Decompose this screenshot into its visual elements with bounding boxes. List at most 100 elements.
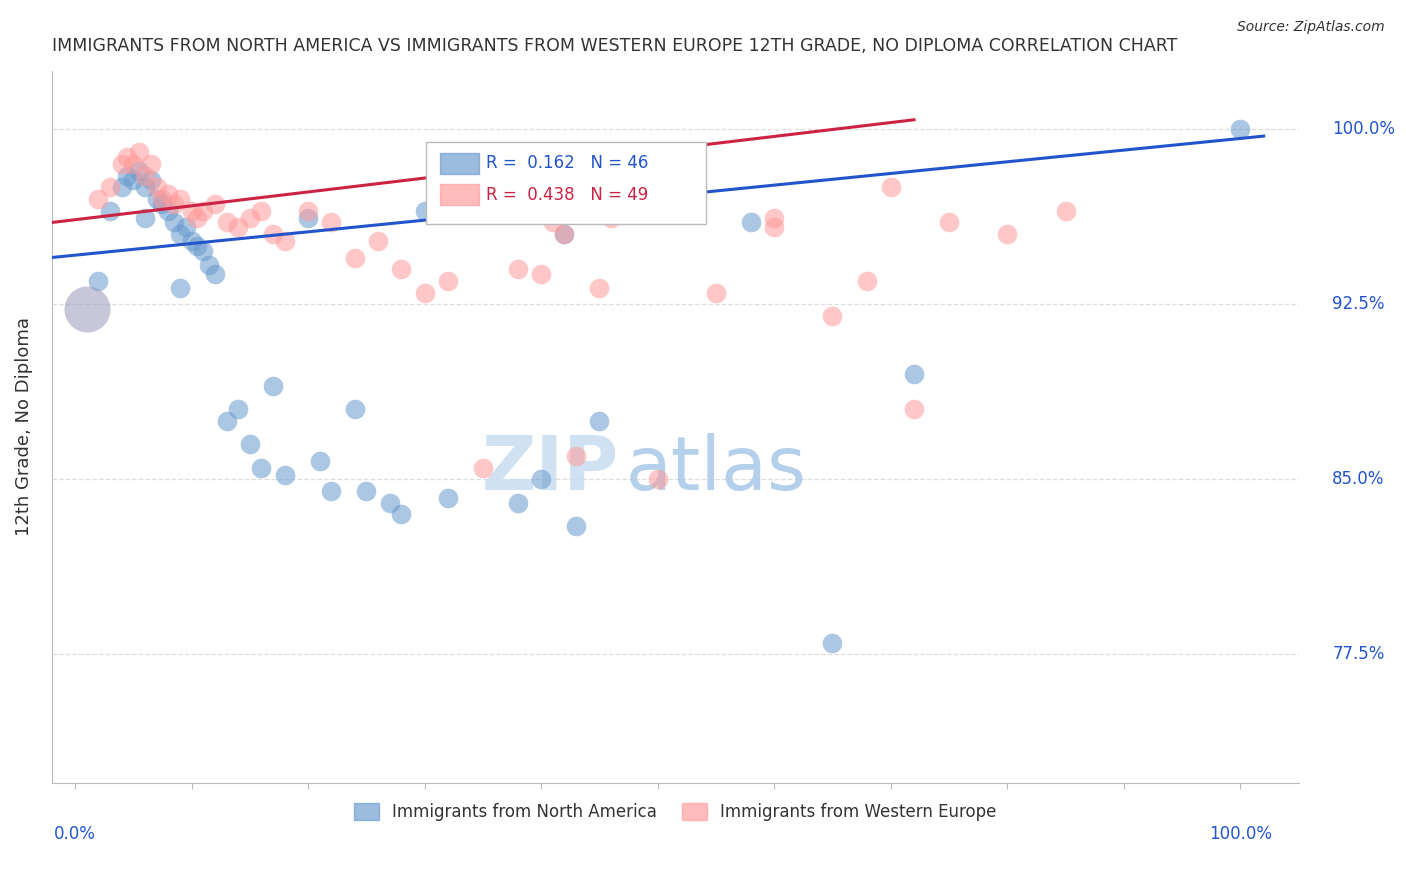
Point [128,145,150,160]
Point [553,227,575,242]
Point [98,180,121,194]
Point [163,196,186,211]
Point [87,274,110,288]
Point [530,267,553,281]
Point [163,215,186,229]
Point [297,211,319,225]
Point [506,262,529,277]
Point [600,211,623,225]
Point [226,220,249,235]
Point [669,203,692,218]
Point [880,180,903,194]
Point [169,227,191,242]
Point [204,196,226,211]
Text: 100.0%: 100.0% [1209,825,1272,843]
Point [343,251,366,265]
Point [198,258,221,272]
Point [226,402,249,417]
Point [541,215,564,229]
Point [856,274,879,288]
Point [506,495,529,509]
Point [903,368,925,382]
Point [111,180,134,194]
Point [308,453,330,467]
Point [437,274,460,288]
Point [297,203,319,218]
Point [343,402,366,417]
Point [262,227,284,242]
Point [122,157,145,171]
Text: IMMIGRANTS FROM NORTH AMERICA VS IMMIGRANTS FROM WESTERN EUROPE 12TH GRADE, NO D: IMMIGRANTS FROM NORTH AMERICA VS IMMIGRA… [52,37,1177,55]
Point [145,192,167,206]
Point [180,234,202,248]
Point [157,187,180,202]
Point [413,285,436,300]
Point [740,215,762,229]
Point [553,227,575,242]
Text: R =  0.438   N = 49: R = 0.438 N = 49 [485,186,648,203]
Point [76,301,98,316]
Point [117,169,139,183]
Point [274,467,297,482]
Text: 0.0%: 0.0% [53,825,96,843]
Point [995,227,1018,242]
Point [250,460,273,475]
Point [588,281,610,295]
Point [134,169,156,183]
Text: 100.0%: 100.0% [1333,120,1395,138]
Point [938,215,960,229]
Point [169,281,191,295]
Point [262,379,284,393]
Point [367,234,389,248]
Point [1054,203,1077,218]
Point [821,636,844,650]
Point [588,414,610,428]
Point [471,460,494,475]
Point [565,519,588,533]
Point [117,150,139,164]
Text: 92.5%: 92.5% [1333,295,1385,313]
Point [193,244,215,258]
Text: Source: ZipAtlas.com: Source: ZipAtlas.com [1237,20,1385,34]
Point [215,215,238,229]
Point [437,491,460,505]
Text: atlas: atlas [626,433,806,506]
Point [565,449,588,463]
Point [250,203,273,218]
Point [1229,122,1251,136]
Point [169,192,191,206]
Point [378,495,401,509]
Point [186,211,208,225]
Point [239,211,262,225]
Point [186,239,208,253]
FancyBboxPatch shape [440,184,479,205]
Point [174,220,197,235]
Point [389,262,412,277]
Text: ZIP: ZIP [482,433,619,506]
Point [239,437,262,451]
Point [903,402,925,417]
Point [413,203,436,218]
Point [87,192,110,206]
Point [647,472,669,486]
Text: 77.5%: 77.5% [1333,646,1385,664]
Point [389,508,412,522]
Point [193,203,215,218]
Point [139,173,162,187]
Point [134,180,156,194]
FancyBboxPatch shape [426,142,706,224]
Point [134,211,156,225]
Text: R =  0.162   N = 46: R = 0.162 N = 46 [485,154,648,172]
Point [204,267,226,281]
Legend: Immigrants from North America, Immigrants from Western Europe: Immigrants from North America, Immigrant… [347,797,1004,828]
Point [321,215,343,229]
Point [139,157,162,171]
Point [274,234,297,248]
Point [821,309,844,323]
Point [111,157,134,171]
Point [530,472,553,486]
Point [122,173,145,187]
Point [145,180,167,194]
Text: 85.0%: 85.0% [1333,470,1385,488]
Point [180,203,202,218]
